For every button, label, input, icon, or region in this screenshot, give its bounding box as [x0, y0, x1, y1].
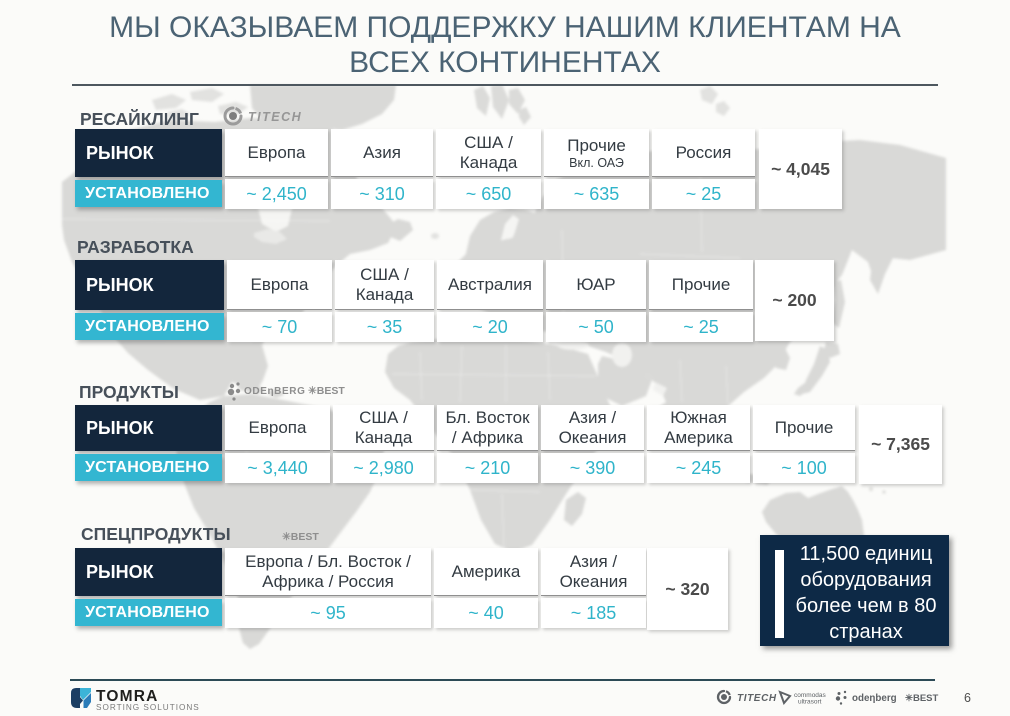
svg-text:commodas: commodas — [794, 692, 827, 699]
svg-text:TOMRA: TOMRA — [96, 688, 159, 705]
svg-text:TITECH: TITECH — [248, 110, 302, 124]
svg-text:ultrasort: ultrasort — [798, 699, 822, 706]
svg-text:✳BEST: ✳BEST — [308, 385, 345, 397]
svg-text:ODEηBERG: ODEηBERG — [244, 386, 305, 397]
svg-text:odeηberg: odeηberg — [852, 693, 897, 704]
svg-text:✳BEST: ✳BEST — [282, 531, 319, 543]
svg-text:TITECH: TITECH — [737, 693, 777, 704]
svg-text:✳BEST: ✳BEST — [905, 693, 938, 704]
svg-text:SORTING SOLUTIONS: SORTING SOLUTIONS — [96, 703, 200, 712]
